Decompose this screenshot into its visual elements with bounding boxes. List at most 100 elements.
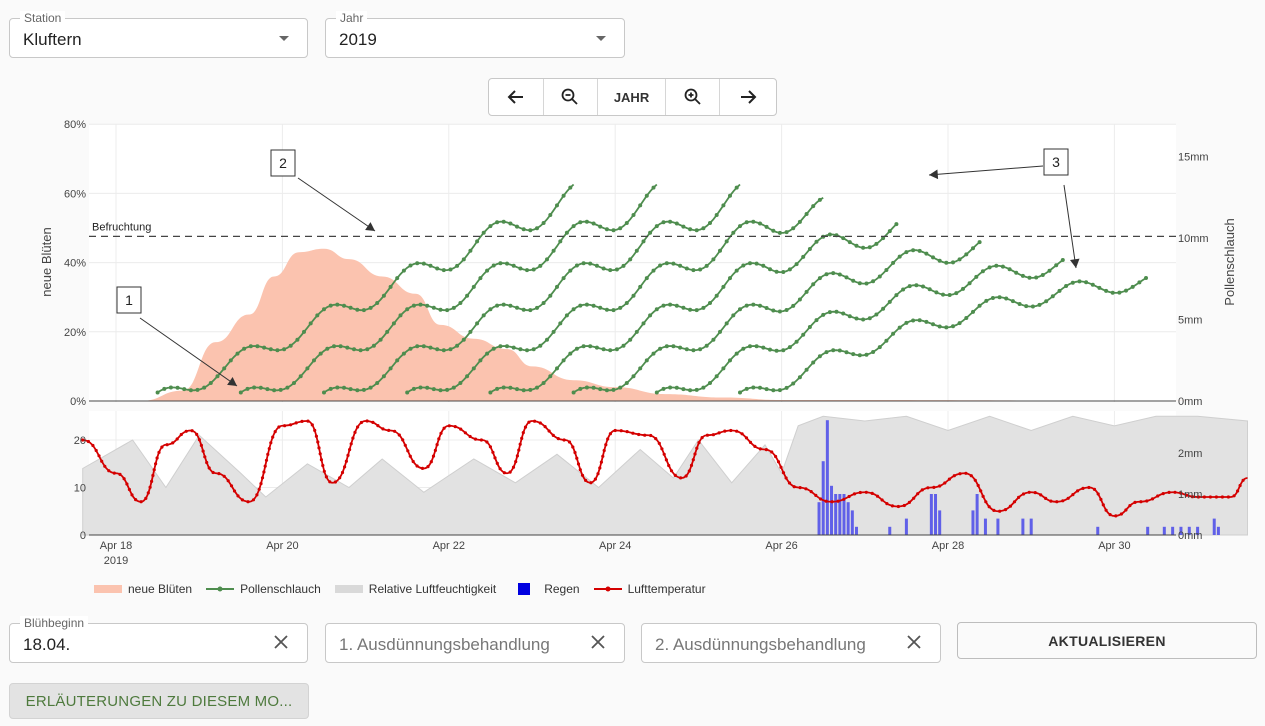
bloom-chart[interactable]: Befruchtung0%20%40%60%80%0mm5mm10mm15mm0… — [0, 118, 1265, 578]
temperature-point — [343, 465, 347, 469]
zoom-in-button[interactable] — [666, 79, 721, 115]
pollen-tube-point — [638, 284, 643, 289]
legend-item-luftfeuchtigkeit[interactable]: Relative Luftfeuchtigkeit — [334, 582, 496, 596]
annotation-label: 1 — [125, 292, 133, 308]
temperature-point — [1021, 492, 1026, 496]
pollen-tube-point — [578, 220, 583, 225]
treatment1-field[interactable]: 1. Ausdünnungsbehandlung — [325, 623, 625, 663]
legend-item-lufttemperatur[interactable]: Lufttemperatur — [593, 582, 706, 596]
temperature-point — [453, 425, 457, 429]
pollen-tube-point — [691, 348, 696, 353]
pollen-tube-point — [957, 321, 962, 326]
temperature-point — [435, 443, 439, 447]
year-view-button[interactable]: JAHR — [598, 79, 666, 115]
pollen-tube-point — [941, 292, 945, 297]
rain-bar — [846, 502, 850, 535]
pollen-tube-point — [1084, 280, 1089, 285]
pollen-tube-point — [904, 250, 909, 255]
pollen-tube-point — [827, 310, 832, 315]
pollen-tube-point — [777, 388, 782, 393]
pollen-tube-point — [445, 308, 450, 313]
pollen-tube-point — [455, 343, 460, 348]
pollen-tube-point — [501, 385, 506, 390]
zoom-out-button[interactable] — [544, 79, 599, 115]
temperature-point — [573, 450, 577, 455]
clear-icon[interactable] — [588, 632, 608, 652]
year-select[interactable]: Jahr 2019 — [325, 11, 625, 58]
legend-item-regen[interactable]: Regen — [510, 582, 580, 596]
bluehbeginn-label: Blühbeginn — [20, 616, 89, 630]
station-select[interactable]: Station Kluftern — [9, 11, 308, 58]
temperature-point — [1196, 495, 1200, 499]
pollen-tube-point — [668, 302, 673, 307]
pollen-tube-point — [155, 390, 160, 395]
pollen-tube-point — [571, 390, 576, 395]
pollen-tube-point — [1104, 288, 1109, 293]
legend-item-neue-blueten[interactable]: neue Blüten — [94, 582, 192, 596]
clear-icon[interactable] — [904, 632, 924, 652]
pollen-tube-point — [841, 236, 846, 241]
treatment2-field[interactable]: 2. Ausdünnungsbehandlung — [641, 623, 941, 663]
temperature-point — [1033, 491, 1037, 495]
pollen-tube-point — [634, 248, 639, 253]
pollen-tube-point — [791, 381, 796, 386]
pollen-tube-point — [361, 387, 366, 392]
pollen-tube-point — [728, 276, 732, 281]
temperature-point — [804, 487, 808, 491]
pollen-tube-point — [751, 219, 756, 224]
temperature-point — [195, 432, 199, 436]
pollen-tube-point — [388, 366, 393, 371]
rain-bar — [938, 510, 942, 535]
pollen-tube-point — [611, 228, 616, 233]
temperature-point — [604, 443, 608, 447]
pollen-tube-point — [971, 246, 975, 251]
temperature-point — [118, 472, 122, 476]
pollen-tube-point — [408, 346, 413, 351]
explanations-button-label: ERLÄUTERUNGEN ZU DIESEM MO... — [25, 692, 293, 710]
pollen-tube-point — [721, 284, 726, 289]
next-button[interactable] — [720, 79, 776, 115]
pollen-tube-point — [774, 269, 779, 274]
pollen-tube-point — [851, 352, 856, 357]
pollen-tube-point — [285, 385, 290, 390]
x-tick-label: Apr 30 — [1098, 540, 1130, 552]
previous-button[interactable] — [489, 79, 544, 115]
rain-bar — [934, 494, 938, 535]
temperature-point — [393, 429, 397, 433]
legend-item-pollenschlauch[interactable]: Pollenschlauch — [206, 582, 321, 596]
pollen-tube-point — [381, 293, 386, 298]
clear-icon[interactable] — [271, 632, 291, 652]
temperature-point — [1066, 496, 1070, 500]
temperature-point — [1133, 500, 1137, 504]
temperature-point — [596, 472, 600, 476]
pollen-tube-point — [581, 261, 586, 266]
pollen-tube-point — [568, 351, 573, 356]
temperature-point — [148, 485, 152, 489]
pollen-tube-point — [728, 358, 732, 363]
pollen-tube-point — [222, 366, 227, 371]
threshold-label: Befruchtung — [92, 221, 151, 233]
bluehbeginn-field[interactable]: Blühbeginn 18.04. — [9, 616, 308, 663]
temperature-point — [217, 472, 221, 476]
pollen-tube-point — [944, 260, 949, 265]
temperature-point — [523, 425, 528, 429]
temperature-point — [333, 480, 337, 484]
pollen-tube-point — [475, 239, 480, 244]
pollen-tube-point — [891, 260, 896, 265]
pollen-tube-point — [907, 284, 912, 289]
pollen-tube-point — [348, 387, 353, 392]
temperature-point — [408, 454, 412, 458]
pollen-tube-point — [558, 239, 563, 244]
temperature-point — [232, 489, 237, 493]
temperature-point — [814, 493, 818, 497]
pollen-tube-point — [1064, 284, 1069, 288]
pollen-tube-point — [175, 385, 180, 390]
temperature-point — [896, 504, 901, 509]
temperature-point — [1185, 493, 1189, 497]
pollen-tube-point — [591, 221, 596, 226]
pollen-tube-point — [864, 352, 869, 357]
update-button[interactable]: AKTUALISIEREN — [957, 622, 1257, 659]
pollen-tube-point — [874, 241, 879, 246]
temperature-point — [1236, 489, 1240, 493]
explanations-button[interactable]: ERLÄUTERUNGEN ZU DIESEM MO... — [9, 683, 309, 719]
